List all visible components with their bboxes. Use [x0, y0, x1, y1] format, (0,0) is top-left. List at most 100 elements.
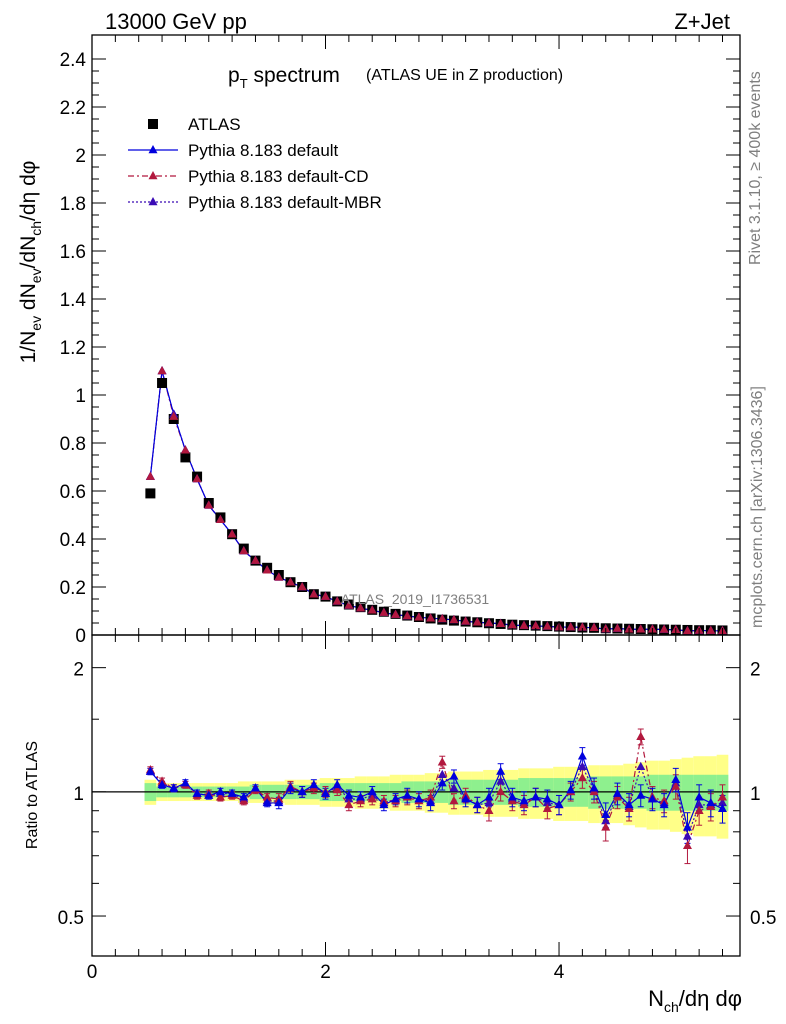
main-y-label: 1/Nev dNev/dNch/dη dφ — [17, 161, 44, 364]
cd-marker — [297, 582, 307, 591]
main-y-tick-label: 1.2 — [60, 338, 86, 359]
ratio-default-marker — [717, 803, 727, 812]
legend-label: Pythia 8.183 default — [188, 141, 339, 160]
main-y-tick-label: 0.2 — [60, 578, 86, 599]
y-label-part: /dN — [17, 236, 40, 269]
main-y-tick-label: 0 — [75, 626, 86, 647]
ratio-cd-marker — [671, 781, 681, 790]
atlas-data-point — [180, 452, 191, 463]
ratio-cd-marker — [496, 786, 506, 796]
y-label-part: ev — [28, 268, 44, 283]
ratio-default-marker — [332, 779, 342, 789]
main-y-tick-label: 0.6 — [60, 482, 86, 503]
cd-marker — [566, 622, 576, 631]
ratio-default-marker — [647, 794, 657, 803]
cd-marker — [391, 609, 401, 618]
cd-marker — [507, 620, 517, 629]
uncertainty-band-inner — [599, 776, 612, 809]
process-label: Z+Jet — [674, 9, 730, 34]
ratio-default-marker — [612, 788, 622, 797]
cd-marker — [472, 617, 482, 626]
cd-marker — [204, 500, 214, 509]
cd-marker — [145, 471, 155, 480]
cd-marker — [449, 614, 459, 624]
ratio-default-marker — [309, 779, 319, 789]
ratio-cd-marker — [636, 731, 646, 741]
ratio-default-marker — [297, 786, 307, 796]
ratio-cd-line — [149, 736, 723, 849]
cd-marker — [309, 589, 319, 598]
cd-marker — [239, 546, 249, 555]
cd-marker — [589, 622, 599, 632]
ratio-default-marker — [344, 790, 354, 799]
ratio-default-marker — [239, 792, 249, 801]
ratio-cd-marker — [542, 803, 552, 812]
cd-marker — [285, 577, 295, 586]
cd-marker — [274, 572, 284, 581]
cd-marker — [612, 623, 622, 632]
y-label-part: ev — [28, 316, 44, 331]
ratio-default-marker — [589, 783, 599, 792]
ratio-cd-marker — [344, 799, 354, 809]
ratio-panel: 0.5 0.5 1 1 2 2 0 2 4 Ratio to ATLAS Nch/dη dφ — [24, 634, 777, 1015]
main-y-tick-label: 1 — [75, 386, 86, 407]
ratio-mbr-marker — [682, 831, 692, 840]
cd-marker — [577, 622, 587, 631]
ratio-default-marker — [274, 797, 284, 807]
chart-title: pT spectrum — [228, 64, 340, 91]
cd-marker — [636, 624, 646, 633]
ratio-mbr-marker — [496, 776, 506, 785]
legend-marker — [148, 171, 158, 180]
cd-marker — [367, 605, 377, 614]
atlas-data-point — [145, 488, 156, 499]
ratio-y-tick-label-right: 0.5 — [750, 908, 776, 929]
ratio-mbr-marker — [717, 797, 727, 807]
legend-marker — [148, 197, 158, 206]
ratio-default-marker — [601, 809, 611, 818]
main-y-tick-label: 0.4 — [60, 530, 87, 551]
ratio-plot-content — [92, 728, 740, 865]
ratio-default-marker — [682, 822, 692, 831]
cd-marker — [356, 603, 366, 612]
cd-marker — [461, 616, 471, 625]
ratio-x-tick-label: 2 — [320, 962, 331, 983]
ratio-cd-marker — [601, 822, 611, 831]
ratio-cd-marker — [694, 805, 704, 814]
ratio-default-marker — [624, 799, 634, 809]
legend-marker — [148, 145, 158, 154]
ratio-y-axis: 0.5 0.5 1 1 2 2 — [58, 660, 777, 929]
ratio-default-marker — [180, 778, 190, 787]
ratio-default-marker — [554, 799, 564, 809]
main-x-ticks — [91, 35, 723, 635]
ratio-default-marker — [659, 799, 669, 809]
ratio-default-marker — [437, 778, 447, 787]
ratio-default-marker — [531, 792, 541, 801]
ratio-default-marker — [285, 783, 295, 792]
ratio-mbr-marker — [577, 761, 587, 771]
ratio-default-marker — [262, 797, 272, 807]
cd-marker — [414, 612, 424, 621]
cd-marker — [496, 618, 506, 627]
main-y-tick-label: 2.4 — [60, 50, 87, 71]
cd-marker — [344, 600, 354, 609]
y-label-part: 1/N — [17, 331, 40, 364]
main-plot-content — [145, 366, 728, 636]
uncertainty-band-inner — [623, 776, 635, 809]
ratio-y-tick-label: 2 — [73, 660, 84, 681]
x-label-part: N — [648, 986, 664, 1011]
cd-marker — [402, 611, 412, 620]
ratio-mbr-marker — [636, 761, 646, 771]
atlas-data-point — [157, 378, 168, 388]
cd-marker — [250, 555, 260, 564]
cd-marker — [321, 591, 331, 600]
cd-marker — [215, 514, 225, 524]
watermark: ATLAS_2019_I1736531 — [341, 591, 490, 607]
ratio-default-line — [149, 754, 723, 830]
main-y-tick-label: 1.8 — [60, 194, 86, 215]
mcplots-label: mcplots.cern.ch [arXiv:1306.3436] — [749, 386, 766, 628]
ratio-cd-marker — [215, 792, 225, 801]
cd-marker — [169, 411, 179, 420]
cd-marker — [437, 613, 447, 623]
ratio-default-marker — [694, 792, 704, 801]
main-y-tick-label: 2 — [75, 146, 86, 167]
